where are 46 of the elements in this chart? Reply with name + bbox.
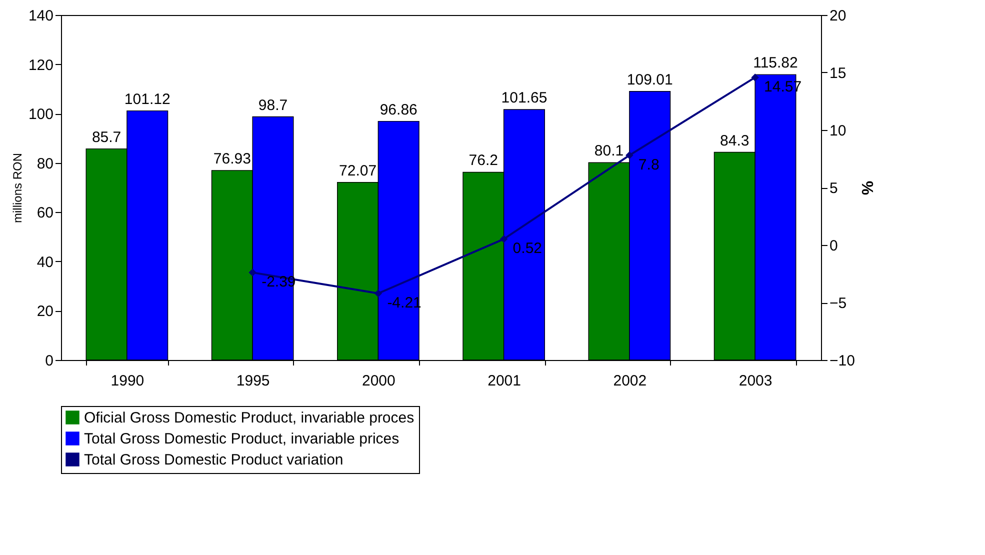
y2-tick-label: 10: [830, 122, 846, 140]
y2-tick-label: 0: [830, 238, 838, 254]
data-label: 7.8: [638, 156, 660, 174]
data-label: 98.7: [258, 96, 288, 114]
point: [626, 151, 634, 160]
y-tick-label: 60: [36, 204, 54, 222]
x-tick-label: 2001: [488, 372, 521, 390]
legend-label: Oficial Gross Domestic Product, invariable proces: [84, 410, 414, 426]
data-label: 84.3: [720, 132, 750, 150]
x-tick-label: 2000: [362, 372, 396, 390]
x-tick-label: 1990: [110, 372, 144, 390]
data-label: -2.39: [262, 273, 296, 290]
data-label: 109.01: [626, 71, 673, 88]
data-label: 101.12: [124, 90, 170, 108]
legend-label: Total Gross Domestic Product variation: [84, 452, 344, 468]
y-tick-label: 20: [36, 303, 54, 320]
data-label: 101.65: [501, 90, 548, 107]
point: [374, 290, 382, 298]
x-tick-label: 1995: [236, 372, 270, 390]
y-tick-label: 0: [45, 352, 54, 370]
y-tick-label: 40: [36, 254, 54, 271]
y2-tick-label: 20: [830, 8, 846, 24]
y-axis-title: millions RON: [10, 152, 24, 224]
point: [751, 74, 759, 82]
y-tick-label: 140: [28, 8, 54, 24]
data-label: 115.82: [753, 54, 798, 72]
y-tick-label: 100: [28, 106, 54, 124]
y2-tick-label: −10: [830, 352, 855, 370]
x-tick-label: 2003: [738, 372, 772, 390]
data-label: 80.1: [594, 142, 624, 160]
data-label: 0.52: [512, 240, 542, 258]
y2-tick-label: −5: [830, 295, 847, 312]
data-label: 85.7: [92, 128, 122, 146]
y2-axis-title: %: [858, 180, 875, 196]
data-label: 76.2: [468, 152, 498, 170]
data-label: 76.93: [213, 150, 251, 168]
point: [248, 268, 256, 276]
y-tick-label: 80: [36, 155, 54, 172]
y2-tick-label: 5: [830, 180, 838, 197]
legend-label: Total Gross Domestic Product, invariable prices: [84, 430, 400, 448]
x-tick-label: 2002: [613, 372, 647, 390]
y2-tick-label: 15: [830, 65, 846, 82]
data-label: 96.86: [380, 101, 418, 118]
y-tick-label: 120: [28, 56, 54, 74]
data-label: 72.07: [339, 162, 377, 180]
point: [500, 235, 508, 243]
